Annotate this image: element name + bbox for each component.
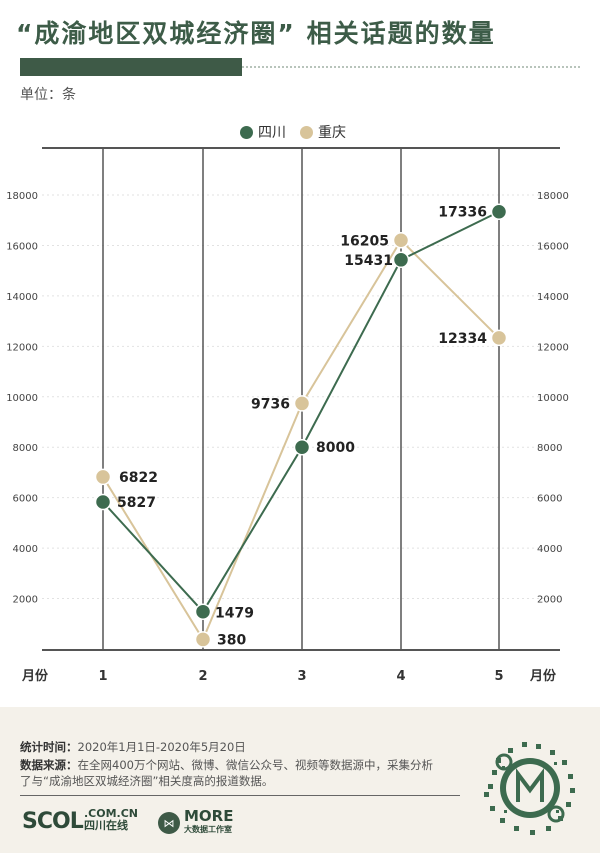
- legend-item-chongqing: 重庆: [300, 122, 346, 142]
- y-tick-right-10000: 10000: [537, 393, 569, 404]
- more-logo: ⋈ MORE 大数据工作室: [158, 809, 233, 837]
- line-chart: 2000 2000 4000 4000 6000 6000 8000 8000 10000 100…: [6, 147, 569, 684]
- data-label-chongqing-3: 9736: [251, 396, 290, 412]
- more-logo-sub: 大数据工作室: [184, 825, 232, 834]
- x-tick-1: 1: [98, 669, 107, 684]
- point-chongqing-2: [194, 631, 212, 648]
- series-line-sichuan: [102, 210, 500, 614]
- data-label-chongqing-2: 380: [217, 632, 246, 648]
- legend-swatch-chongqing: [300, 125, 313, 139]
- scol-logo-sub: .COM.CN 四川在线: [84, 808, 138, 832]
- y-tick-right-18000: 18000: [537, 191, 569, 202]
- source-value-1: 在全网400万个网站、微博、微信公众号、视频等数据源中，采集分析: [77, 758, 433, 772]
- y-tick-left-2000: 2000: [13, 595, 38, 606]
- y-tick-left-14000: 14000: [6, 292, 38, 303]
- more-logo-icon: ⋈: [158, 812, 180, 834]
- x-tick-5: 5: [494, 669, 503, 684]
- point-chongqing-1: [94, 468, 112, 486]
- y-tick-left-16000: 16000: [6, 241, 38, 252]
- page-title: “成渝地区双城经济圈” 相关话题的数量: [16, 19, 496, 48]
- more-logo-text: MORE 大数据工作室: [184, 809, 233, 837]
- data-label-sichuan-2: 1479: [215, 606, 254, 622]
- scol-domain: .COM.CN: [84, 807, 139, 820]
- footer-divider: [20, 795, 460, 796]
- point-sichuan-4: [392, 251, 410, 269]
- source-label: 数据来源：: [20, 758, 78, 772]
- x-axis-label-right: 月份: [529, 668, 557, 684]
- title-accent-bar: [20, 58, 242, 76]
- data-label-sichuan-1: 5827: [117, 495, 156, 511]
- point-sichuan-2: [194, 603, 212, 620]
- y-tick-right-8000: 8000: [537, 443, 562, 454]
- point-chongqing-4: [392, 232, 410, 249]
- source-line: 数据来源：在全网400万个网站、微博、微信公众号、视频等数据源中，采集分析: [20, 757, 433, 773]
- scol-logo: SCOL: [22, 809, 84, 834]
- x-tick-2: 2: [198, 669, 207, 684]
- source-line-2: 了与“成渝地区双城经济圈”相关度高的报道数据。: [20, 774, 274, 788]
- y-tick-left-4000: 4000: [13, 544, 38, 555]
- stat-time-value: 2020年1月1日-2020年5月20日: [77, 740, 246, 754]
- point-sichuan-1: [94, 493, 112, 511]
- y-tick-left-10000: 10000: [6, 393, 38, 404]
- legend-label-sichuan: 四川: [258, 125, 286, 141]
- footer: 统计时间：2020年1月1日-2020年5月20日 数据来源：在全网400万个网…: [0, 707, 600, 853]
- point-sichuan-3: [293, 438, 311, 456]
- x-axis-label-left: 月份: [21, 668, 49, 684]
- y-tick-right-2000: 2000: [537, 595, 562, 606]
- data-label-sichuan-4: 15431: [344, 253, 393, 269]
- more-logo-name: MORE: [184, 807, 234, 825]
- qr-code-icon: [484, 742, 575, 835]
- y-tick-left-6000: 6000: [13, 494, 38, 505]
- data-label-chongqing-1: 6822: [119, 470, 158, 486]
- legend-label-chongqing: 重庆: [318, 125, 346, 141]
- data-label-chongqing-4: 16205: [340, 233, 389, 249]
- y-tick-right-16000: 16000: [537, 241, 569, 252]
- legend-swatch-sichuan: [240, 125, 253, 139]
- point-chongqing-5: [490, 329, 508, 347]
- legend: 四川 重庆: [240, 122, 352, 142]
- y-tick-right-12000: 12000: [537, 342, 569, 353]
- data-label-chongqing-5: 12334: [438, 331, 487, 347]
- point-sichuan-5: [490, 203, 508, 220]
- x-tick-3: 3: [297, 669, 306, 684]
- stat-time-label: 统计时间：: [20, 740, 78, 754]
- data-label-sichuan-3: 8000: [316, 440, 355, 456]
- scol-name: 四川在线: [84, 819, 128, 832]
- y-tick-right-14000: 14000: [537, 292, 569, 303]
- y-tick-right-4000: 4000: [537, 544, 562, 555]
- x-tick-4: 4: [396, 669, 405, 684]
- point-chongqing-3: [293, 395, 311, 412]
- stat-time-line: 统计时间：2020年1月1日-2020年5月20日: [20, 739, 246, 755]
- y-tick-right-6000: 6000: [537, 494, 562, 505]
- data-label-sichuan-5: 17336: [438, 205, 487, 221]
- legend-item-sichuan: 四川: [240, 122, 286, 142]
- y-tick-left-18000: 18000: [6, 191, 38, 202]
- unit-label: 单位：条: [20, 87, 76, 103]
- title-divider: [242, 66, 580, 68]
- y-tick-left-12000: 12000: [6, 342, 38, 353]
- y-tick-left-8000: 8000: [13, 443, 38, 454]
